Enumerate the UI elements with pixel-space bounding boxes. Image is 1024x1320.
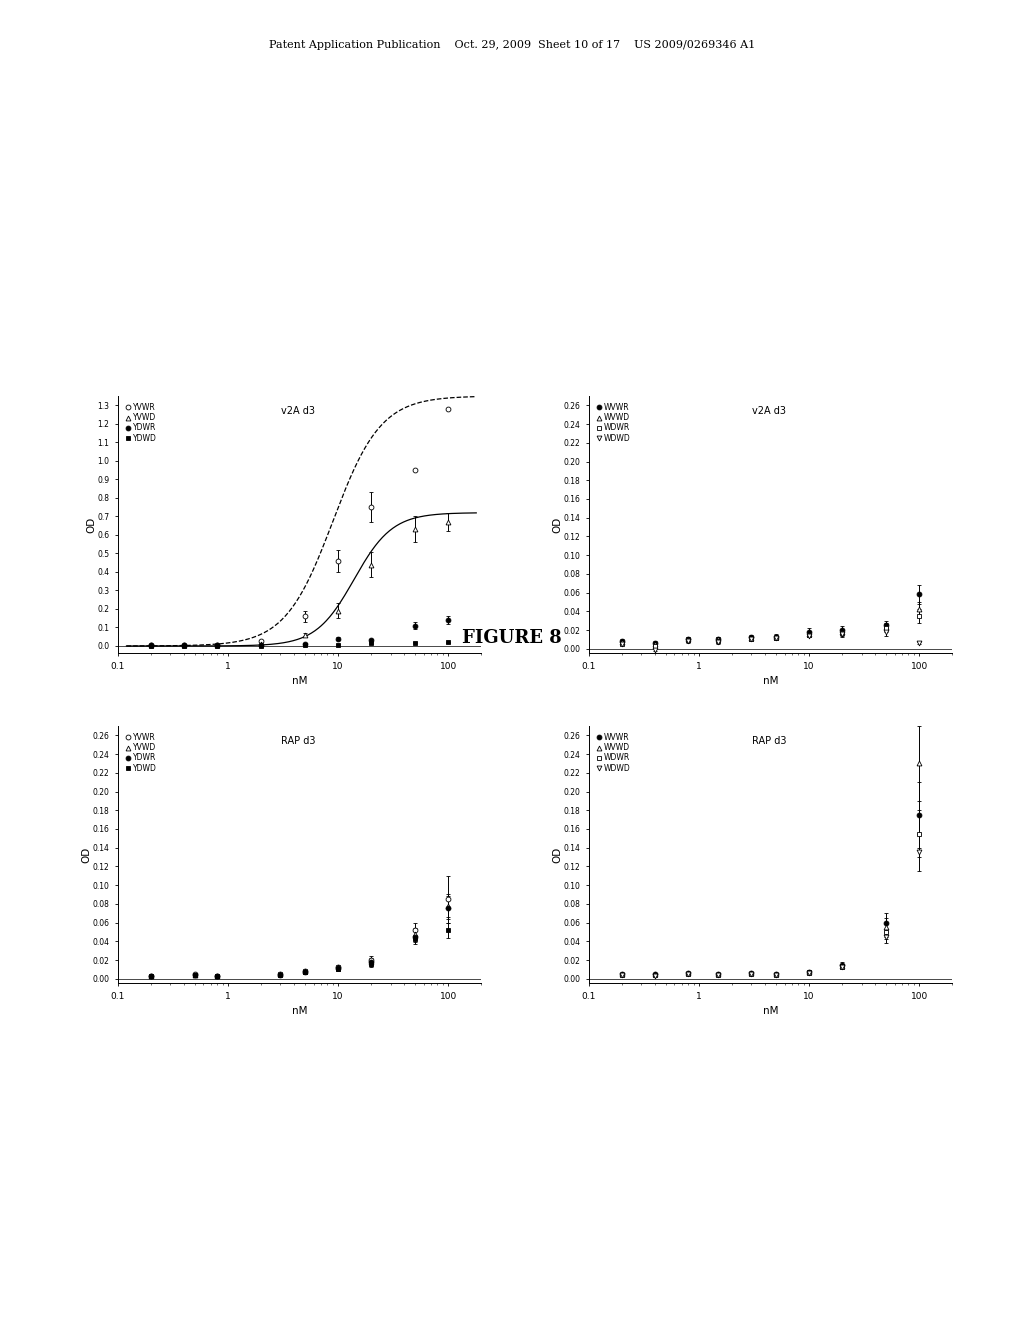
- Y-axis label: OD: OD: [552, 516, 562, 533]
- Legend: WVWR, WVWD, WDWR, WDWD: WVWR, WVWD, WDWR, WDWD: [596, 403, 632, 444]
- X-axis label: nM: nM: [763, 676, 778, 686]
- Legend: YVWR, YVWD, YDWR, YDWD: YVWR, YVWD, YDWR, YDWD: [125, 403, 158, 444]
- Legend: WVWR, WVWD, WDWR, WDWD: WVWR, WVWD, WDWR, WDWD: [596, 733, 632, 774]
- Legend: YVWR, YVWD, YDWR, YDWD: YVWR, YVWD, YDWR, YDWD: [125, 733, 158, 774]
- Text: Patent Application Publication    Oct. 29, 2009  Sheet 10 of 17    US 2009/02693: Patent Application Publication Oct. 29, …: [269, 40, 755, 50]
- Text: RAP d3: RAP d3: [282, 737, 315, 746]
- Text: FIGURE 8: FIGURE 8: [462, 628, 562, 647]
- Text: v2A d3: v2A d3: [282, 407, 315, 416]
- Y-axis label: OD: OD: [86, 516, 96, 533]
- X-axis label: nM: nM: [292, 1006, 307, 1016]
- Text: v2A d3: v2A d3: [753, 407, 786, 416]
- Y-axis label: OD: OD: [552, 846, 562, 863]
- X-axis label: nM: nM: [763, 1006, 778, 1016]
- X-axis label: nM: nM: [292, 676, 307, 686]
- Y-axis label: OD: OD: [81, 846, 91, 863]
- Text: RAP d3: RAP d3: [753, 737, 786, 746]
